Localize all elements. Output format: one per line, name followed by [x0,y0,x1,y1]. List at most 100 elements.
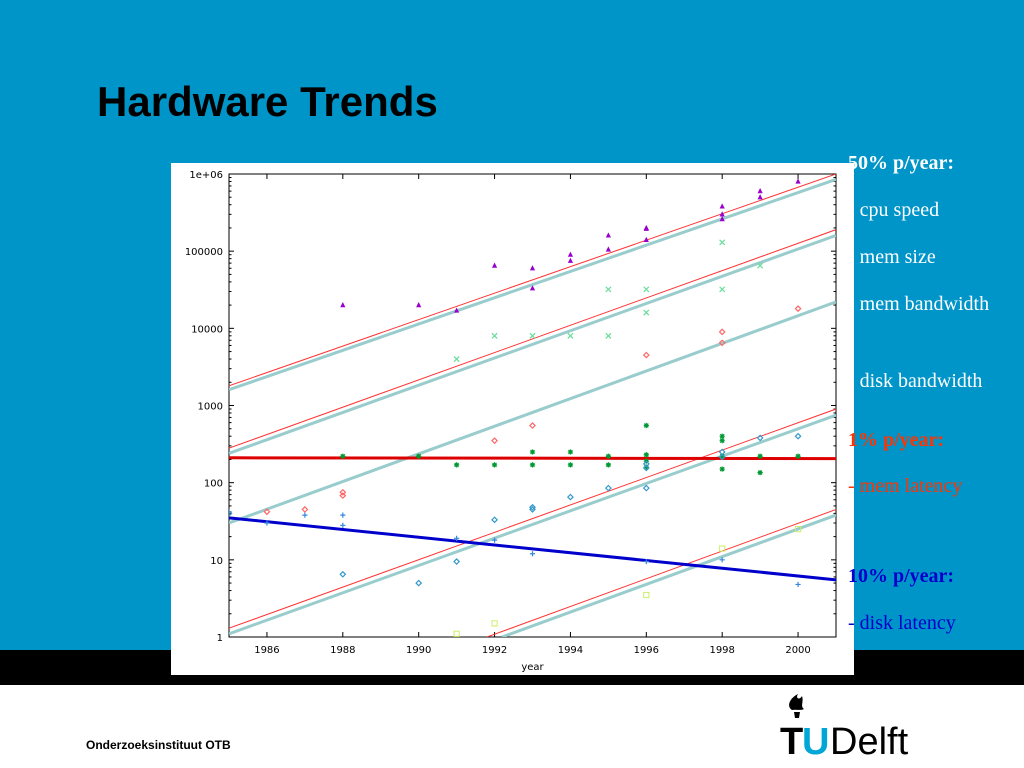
plot-area: 1 10 100 1000 10000 100000 1e+06 1986 1988 1990 19… [185,170,837,673]
data-point [416,453,422,459]
data-point [529,422,536,429]
data-point [454,307,460,313]
data-series [453,526,802,637]
footer [0,685,1024,768]
y-tick-label: 1e+06 [189,170,223,181]
data-point [529,503,536,511]
x-tick-label: 1988 [330,645,355,656]
note-line: - mem latency [848,475,963,497]
data-point [605,453,611,459]
x-tick-label: 1986 [254,645,279,656]
data-point [453,630,460,637]
data-point [529,551,536,557]
trend-line [229,413,836,636]
data-point [642,460,650,468]
data-point [415,579,423,587]
data-point [605,286,612,293]
data-point [301,505,309,513]
data-point [795,453,801,459]
trend-line [229,234,836,455]
data-point [340,453,346,459]
data-point [719,438,725,444]
data-point [263,508,271,516]
data-point [566,493,574,501]
data-point [567,462,574,468]
trend-line [229,456,836,461]
data-point [491,332,498,339]
svg-text:U: U [802,721,829,760]
data-point [719,211,725,217]
data-point [719,239,726,246]
data-point [719,453,725,459]
note-line: - disk bandwidth [848,370,983,392]
data-point [229,509,233,517]
data-point [529,462,536,468]
note-line: 50% p/year: [848,152,955,174]
data-point [795,581,801,588]
data-point [719,466,725,472]
data-point [339,488,347,496]
data-point [718,339,726,347]
tudelft-logo: T U Delft [780,694,909,760]
data-point [529,332,536,339]
data-point [339,492,347,500]
chart-svg: 1 10 100 1000 10000 100000 1e+06 1986 1988 1990 19… [185,170,837,673]
x-tick-label: 1996 [634,645,659,656]
data-series [229,432,802,587]
data-point [794,305,802,313]
data-point [604,484,612,492]
organization-label: Onderzoeksinstituut OTB [86,738,231,752]
trend-line [229,174,836,387]
data-point [491,262,498,268]
data-point [567,332,574,339]
x-tick-label: 1994 [558,645,583,656]
data-point [757,470,763,476]
trend-line [486,508,836,637]
x-tick-label: 2000 [785,645,810,656]
data-point [719,433,725,439]
y-tick-label: 100 [204,479,223,490]
data-series [229,305,802,517]
data-series [340,422,801,476]
hardware-trends-chart: 1 10 100 1000 10000 100000 1e+06 1986 1988 1990 19… [171,163,854,675]
plot-frame [228,173,837,638]
data-point [605,462,611,468]
data-point [757,453,763,459]
data-point [454,535,460,541]
note-line: 10% p/year: [848,565,955,587]
data-point [757,188,763,194]
x-tick-label: 1992 [482,645,507,656]
data-point [340,522,346,528]
data-point [339,570,347,578]
data-point [718,328,726,336]
note-line: 1% p/year: [848,429,945,451]
data-point [340,512,346,518]
data-point [719,216,725,222]
data-point [340,302,346,308]
trend-line [229,300,836,525]
data-point [757,194,763,200]
data-point [491,537,498,543]
data-point [454,462,460,468]
data-point [643,591,650,599]
trend-line [229,229,836,449]
data-point [719,286,726,293]
data-point [795,178,801,184]
data-point [229,509,232,515]
data-point [491,516,499,524]
data-point [529,265,536,271]
data-point [794,526,802,533]
data-point [794,432,802,440]
data-point [605,232,611,238]
y-tick-label: 10 [210,556,223,567]
data-point [453,356,460,363]
trend-line [229,408,836,629]
data-series [229,509,801,588]
data-point [642,464,650,472]
data-point [756,434,764,442]
data-point [491,620,498,627]
data-point [567,251,574,257]
data-series [453,239,764,363]
data-point [643,452,649,458]
data-point [605,332,612,339]
